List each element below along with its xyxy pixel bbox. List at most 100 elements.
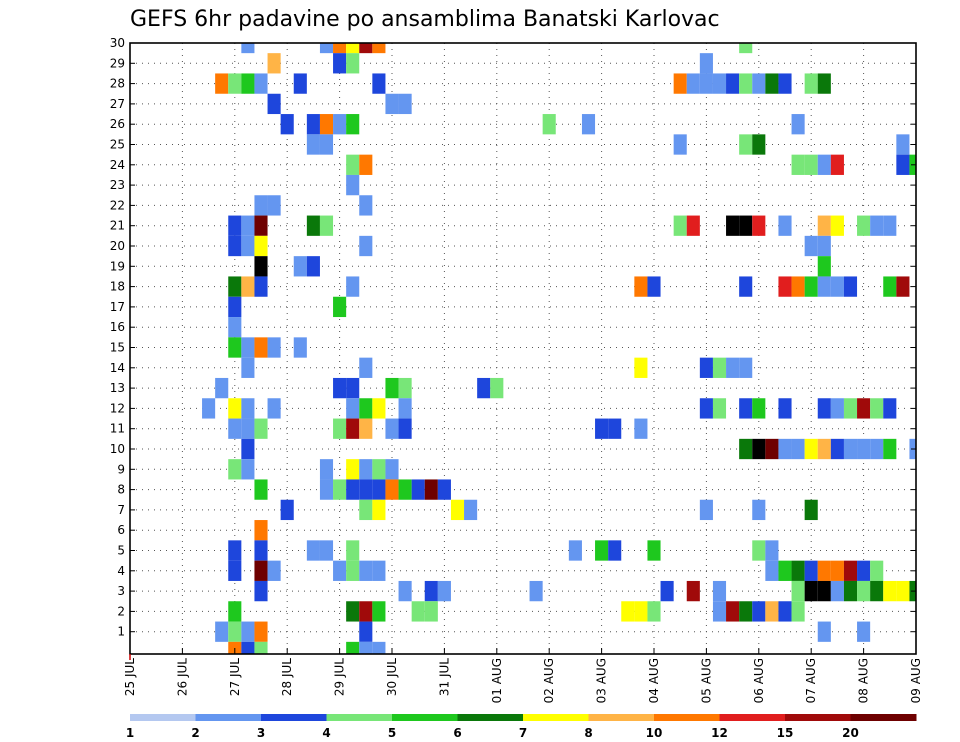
heatmap-cell [817,215,831,236]
colorbar-segment [654,714,720,721]
heatmap-cell [346,560,360,581]
heatmap-cell [346,154,360,175]
heatmap-cell [739,134,753,155]
colorbar-label: 10 [646,726,663,740]
heatmap-cell [634,357,648,378]
heatmap-cell [830,154,844,175]
heatmap-cell [333,560,347,581]
heatmap-cell [372,459,386,480]
heatmap-cell [778,398,792,419]
heatmap-cell [712,580,727,602]
heatmap-cell [726,601,740,622]
y-tick-label: 26 [110,117,125,131]
heatmap-cell [896,134,910,155]
heatmap-cell [857,580,871,602]
heatmap-cell [437,479,451,500]
heatmap-cell [293,73,307,94]
heatmap-cell [699,53,713,74]
heatmap-cell [346,53,360,74]
heatmap-cell [359,601,373,622]
heatmap-cell [319,479,334,500]
heatmap-cell [712,357,727,378]
colorbar-label: 20 [842,726,859,740]
heatmap-cell [346,114,360,135]
heatmap-cell [817,438,831,460]
heatmap-cell [857,560,871,581]
y-tick-label: 24 [110,158,125,172]
heatmap-cell [215,73,229,94]
colorbar-label: 8 [584,726,592,740]
heatmap-cell [791,580,805,602]
heatmap-cell [306,256,320,277]
heatmap-cell [778,601,792,622]
heatmap-cell [870,580,884,602]
heatmap-cell [686,215,700,236]
heatmap-cell [293,337,307,358]
heatmap-cell [817,256,831,277]
heatmap-cell [817,580,831,602]
heatmap-cell [228,235,242,257]
y-tick-label: 14 [110,361,125,375]
heatmap-cell [673,73,687,94]
heatmap-cell [228,276,242,297]
y-tick-label: 18 [110,280,125,294]
heatmap-cell [359,479,373,500]
heatmap-cell [896,276,910,297]
heatmap-cell [883,438,897,460]
heatmap-cell [319,43,334,54]
heatmap-cell [398,418,412,439]
heatmap-cell [686,580,700,602]
heatmap-cell [726,73,740,94]
heatmap-cell [699,73,713,94]
heatmap-cell [267,93,281,115]
x-tick-label: 31 JUL [437,658,451,696]
heatmap-cell [581,114,596,135]
heatmap-cell [319,134,334,155]
heatmap-cell [437,580,451,602]
heatmap-cell [359,499,373,521]
heatmap-cell [870,215,884,236]
y-tick-label: 28 [110,77,125,91]
heatmap-cell [883,580,897,602]
heatmap-cell [359,195,373,216]
heatmap-cell [398,377,412,399]
heatmap-cell [634,276,648,297]
heatmap-cell [359,357,373,378]
heatmap-cell [464,499,478,521]
colorbar-label: 6 [453,726,461,740]
colorbar-label: 4 [322,726,330,740]
heatmap-cell [254,580,268,602]
heatmap-cell [254,195,268,216]
heatmap-cell [739,43,753,54]
heatmap-cell [385,93,399,115]
heatmap-cell [647,276,661,297]
heatmap-cell [595,418,609,439]
heatmap-cell [254,479,268,500]
heatmap-cell [424,580,438,602]
x-axis: 25 JUL 26 JUL 27 JUL 28 JUL 29 JUL 30 JUL 31 J… [123,648,923,703]
heatmap-cell [202,398,216,419]
heatmap-cell [228,560,242,581]
x-tick-label: 03 AUG [595,658,609,703]
heatmap-cell [765,73,779,94]
y-tick-label: 20 [110,239,125,253]
heatmap-cell [359,621,373,642]
heatmap-cell [673,134,687,155]
heatmap-cell [830,276,844,297]
heatmap-cell [346,418,360,439]
heatmap-cell [804,438,818,460]
y-tick-label: 22 [110,198,125,212]
x-tick-label: 09 AUG [909,658,923,703]
heatmap-cell [241,215,255,236]
x-tick-label: 26 JUL [175,658,189,696]
x-tick-label: 28 JUL [280,658,294,696]
heatmap-cell [346,276,360,297]
heatmap-cell [319,540,334,561]
heatmap-cell [791,438,805,460]
heatmap-cell [359,418,373,439]
y-tick-label: 15 [110,341,125,355]
heatmap-cell [215,621,229,642]
y-tick-label: 23 [110,178,125,192]
heatmap-cell [712,601,727,622]
heatmap-cell [699,357,713,378]
